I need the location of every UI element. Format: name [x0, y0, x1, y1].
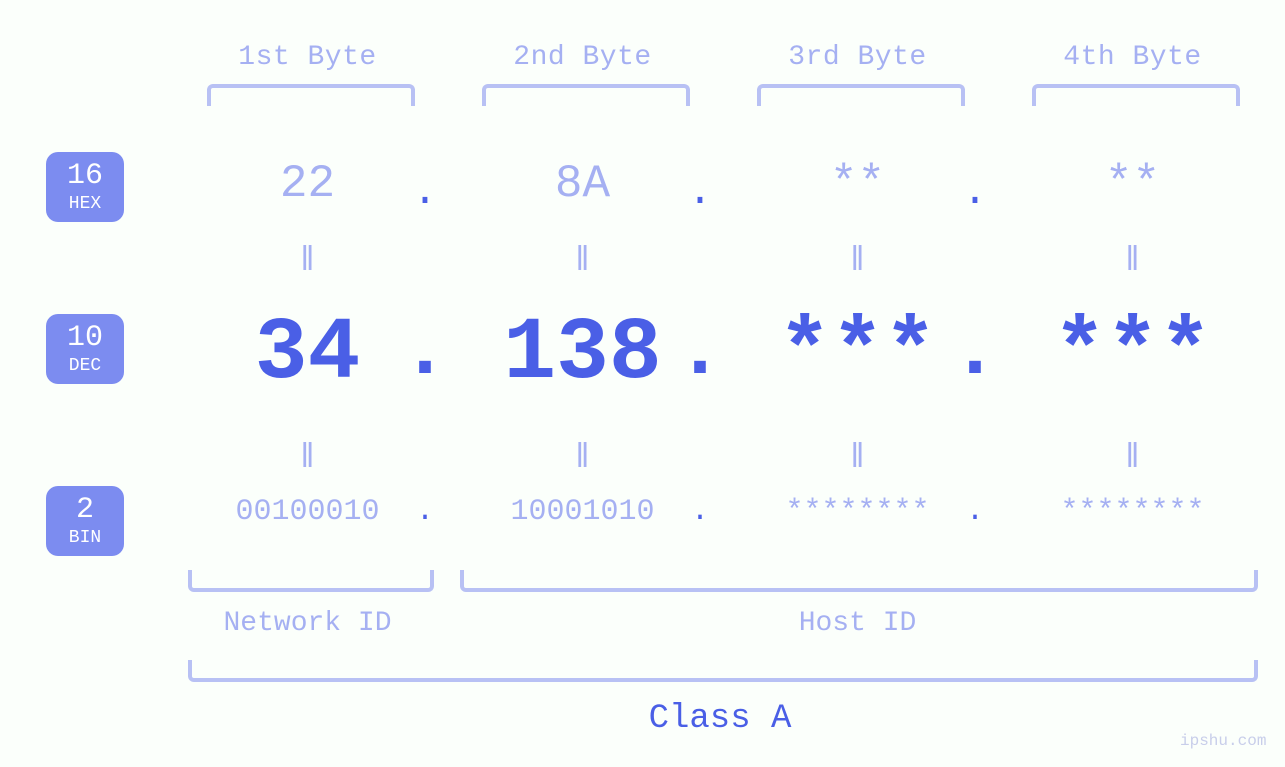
base-badge-hex: 16 HEX: [46, 152, 124, 222]
bin-byte-2: 10001010: [455, 495, 710, 529]
hex-byte-4: **: [1005, 158, 1260, 210]
eq-bot-4: ǁ: [1005, 440, 1260, 478]
hex-dot-1: .: [412, 168, 437, 216]
byte-bracket-4: [1032, 84, 1240, 106]
eq-top-2: ǁ: [455, 243, 710, 281]
base-badge-dec-abbr: DEC: [69, 357, 101, 375]
dec-byte-3: ***: [730, 305, 985, 404]
hex-dot-2: .: [687, 168, 712, 216]
dec-dot-3: .: [950, 305, 999, 398]
dec-byte-4: ***: [1005, 305, 1260, 404]
base-badge-hex-abbr: HEX: [69, 195, 101, 213]
dec-byte-2: 138: [455, 305, 710, 404]
byte-bracket-1: [207, 84, 415, 106]
eq-bot-3: ǁ: [730, 440, 985, 478]
hex-byte-3: **: [730, 158, 985, 210]
byte-header-1: 1st Byte: [180, 42, 435, 73]
class-bracket: [188, 660, 1258, 682]
hex-byte-1: 22: [180, 158, 435, 210]
eq-bot-1: ǁ: [180, 440, 435, 478]
bin-byte-4: ********: [1005, 495, 1260, 529]
byte-bracket-3: [757, 84, 965, 106]
dec-byte-1: 34: [180, 305, 435, 404]
eq-top-3: ǁ: [730, 243, 985, 281]
base-badge-hex-num: 16: [67, 161, 103, 191]
base-badge-bin-abbr: BIN: [69, 529, 101, 547]
base-badge-bin-num: 2: [76, 495, 94, 525]
bin-byte-1: 00100010: [180, 495, 435, 529]
watermark: ipshu.com: [1180, 732, 1266, 750]
hex-byte-2: 8A: [455, 158, 710, 210]
class-label: Class A: [180, 700, 1260, 738]
base-badge-bin: 2 BIN: [46, 486, 124, 556]
host-bracket: [460, 570, 1258, 592]
byte-header-2: 2nd Byte: [455, 42, 710, 73]
byte-header-4: 4th Byte: [1005, 42, 1260, 73]
bin-dot-2: .: [691, 495, 709, 529]
bin-dot-1: .: [416, 495, 434, 529]
dec-dot-2: .: [675, 305, 724, 398]
network-bracket: [188, 570, 434, 592]
eq-top-1: ǁ: [180, 243, 435, 281]
byte-header-3: 3rd Byte: [730, 42, 985, 73]
eq-bot-2: ǁ: [455, 440, 710, 478]
base-badge-dec-num: 10: [67, 323, 103, 353]
eq-top-4: ǁ: [1005, 243, 1260, 281]
bin-dot-3: .: [966, 495, 984, 529]
dec-dot-1: .: [400, 305, 449, 398]
host-id-label: Host ID: [455, 608, 1260, 639]
network-id-label: Network ID: [180, 608, 435, 639]
base-badge-dec: 10 DEC: [46, 314, 124, 384]
byte-bracket-2: [482, 84, 690, 106]
hex-dot-3: .: [962, 168, 987, 216]
bin-byte-3: ********: [730, 495, 985, 529]
